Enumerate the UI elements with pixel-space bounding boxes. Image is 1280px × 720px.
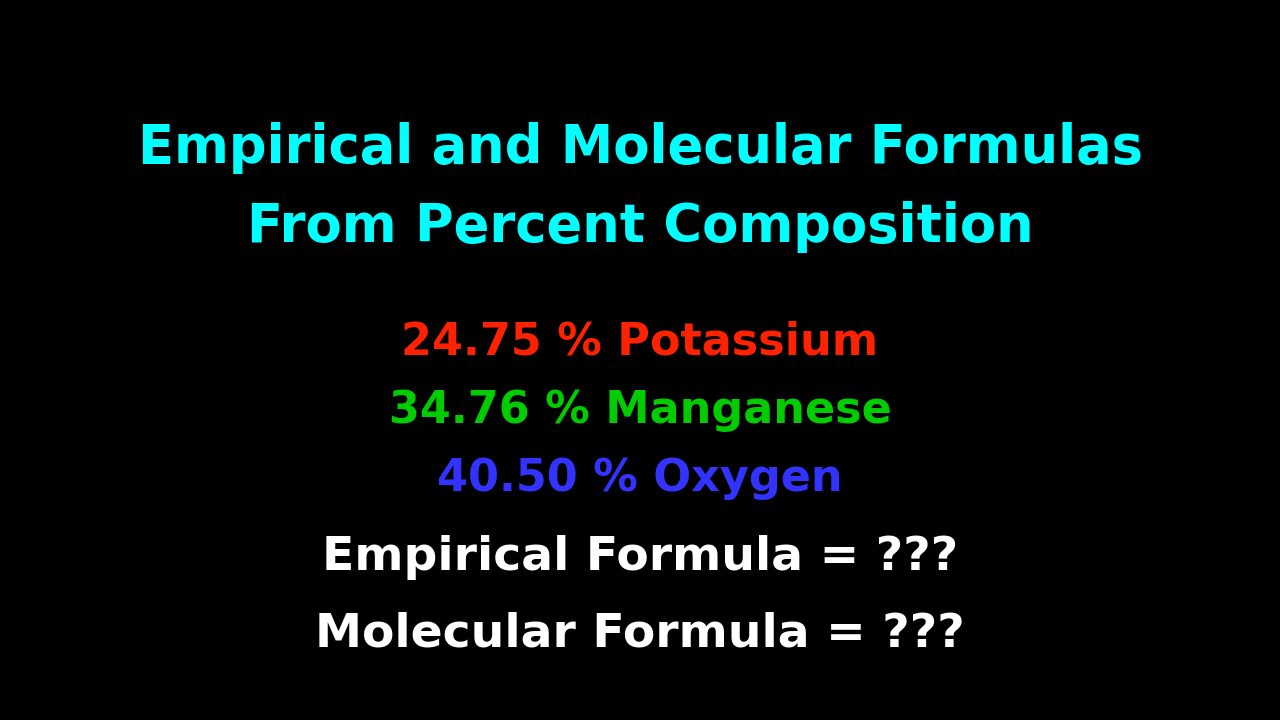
Text: Molecular Formula = ???: Molecular Formula = ???: [315, 611, 965, 656]
Text: 34.76 % Manganese: 34.76 % Manganese: [389, 389, 891, 432]
Text: Empirical and Molecular Formulas: Empirical and Molecular Formulas: [137, 122, 1143, 174]
Text: 24.75 % Potassium: 24.75 % Potassium: [402, 320, 878, 364]
Text: From Percent Composition: From Percent Composition: [247, 201, 1033, 253]
Text: 40.50 % Oxygen: 40.50 % Oxygen: [438, 457, 842, 500]
Text: Empirical Formula = ???: Empirical Formula = ???: [321, 536, 959, 580]
